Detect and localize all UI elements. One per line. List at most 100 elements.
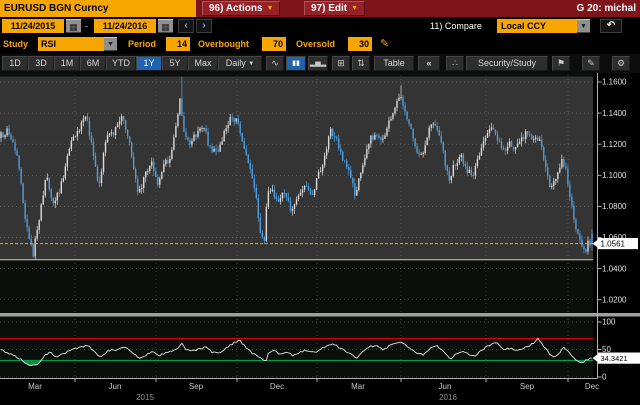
range-tab-1y[interactable]: 1Y xyxy=(136,56,162,71)
candle-body xyxy=(165,159,167,165)
candle-body xyxy=(496,134,499,141)
overbought-input[interactable]: 70 xyxy=(262,37,286,51)
candle-body xyxy=(10,134,12,140)
candle-body xyxy=(307,186,310,190)
events-icon[interactable]: ∴ xyxy=(446,56,464,71)
edit-study-icon[interactable]: ✎ xyxy=(380,38,390,50)
candle-body xyxy=(498,140,501,142)
candle-body xyxy=(173,137,175,150)
candle-body xyxy=(62,178,65,182)
scroll-right-button[interactable]: › xyxy=(196,19,212,33)
study-select[interactable]: RSI xyxy=(38,37,104,51)
oversold-fill xyxy=(22,360,41,366)
candle-body xyxy=(273,189,276,197)
security-study-button[interactable]: Security/Study xyxy=(466,56,548,71)
candle-body xyxy=(350,170,352,178)
range-tab-1m[interactable]: 1M xyxy=(54,56,80,71)
undo-icon[interactable]: ↶ xyxy=(600,19,622,33)
range-tab-3d[interactable]: 3D xyxy=(28,56,54,71)
candle-body xyxy=(458,157,461,163)
month-label: Mar xyxy=(351,382,365,391)
candle-body xyxy=(561,158,563,168)
compare-label[interactable]: 11) Compare xyxy=(430,21,482,31)
candle-body xyxy=(169,158,171,163)
collapse-button[interactable]: « xyxy=(418,56,440,71)
frequency-select[interactable]: Daily ▼ xyxy=(218,56,262,71)
candle-body xyxy=(195,134,197,137)
candle-body xyxy=(225,128,227,132)
chevron-down-icon[interactable]: ▼ xyxy=(577,19,590,33)
candle-body xyxy=(257,197,260,219)
candle-body xyxy=(486,133,489,138)
candle-body xyxy=(92,142,95,157)
actions-button[interactable]: 96) Actions ▼ xyxy=(202,1,281,16)
candle-body xyxy=(530,134,533,140)
candle-body xyxy=(96,166,99,181)
scroll-left-button[interactable]: ‹ xyxy=(178,19,194,33)
candle-body xyxy=(440,135,442,143)
flag-icon[interactable]: ⚑ xyxy=(552,56,570,71)
edit-button[interactable]: 97) Edit ▼ xyxy=(304,1,366,16)
line-chart-icon[interactable]: ∿ xyxy=(266,56,284,71)
candle-body xyxy=(510,141,513,147)
range-tab-1d[interactable]: 1D xyxy=(2,56,28,71)
candle-body xyxy=(227,125,229,129)
candle-body xyxy=(575,219,577,230)
candle-body xyxy=(32,244,34,257)
candle-body xyxy=(512,146,515,150)
candle-body xyxy=(141,188,143,189)
chevron-down-icon[interactable]: ▼ xyxy=(104,37,117,51)
annotate-icon[interactable]: ✎ xyxy=(582,56,600,71)
candle-body xyxy=(452,165,454,176)
candle-body xyxy=(189,140,191,145)
candle-body xyxy=(325,149,328,156)
security-field[interactable]: EURUSD BGN Curncy xyxy=(0,0,196,17)
settings-gear-icon[interactable]: ⚙ xyxy=(612,56,630,71)
range-tab-max[interactable]: Max xyxy=(188,56,218,71)
candle-body xyxy=(207,131,209,146)
calendar-icon[interactable]: ▦ xyxy=(66,19,81,33)
multi-chart-icon[interactable]: ⊞ xyxy=(332,56,350,71)
end-date-input[interactable]: 11/24/2016 xyxy=(94,19,156,33)
candle-body xyxy=(12,139,14,143)
sort-arrows-icon[interactable]: ⇅ xyxy=(352,56,370,71)
candle-body xyxy=(388,120,390,129)
period-input[interactable]: 14 xyxy=(166,37,190,51)
candle-body xyxy=(547,167,549,176)
candle-body xyxy=(130,142,133,157)
candle-body xyxy=(179,98,181,115)
candle-body xyxy=(311,194,314,196)
table-button[interactable]: Table xyxy=(374,56,414,71)
start-date-input[interactable]: 11/24/2015 xyxy=(2,19,64,33)
candle-body xyxy=(14,142,16,151)
candle-body xyxy=(72,136,75,141)
range-tab-6m[interactable]: 6M xyxy=(80,56,106,71)
calendar-icon[interactable]: ▦ xyxy=(158,19,173,33)
candle-body xyxy=(136,178,139,192)
value-box xyxy=(598,237,638,250)
candle-body xyxy=(508,141,511,147)
candle-body xyxy=(514,147,517,150)
price-tick-label: 1.0400 xyxy=(602,264,627,273)
candle-body xyxy=(480,147,483,156)
candle-body xyxy=(585,249,587,252)
candle-body xyxy=(149,165,151,171)
compare-select[interactable]: Local CCY xyxy=(497,19,577,33)
candle-body xyxy=(36,229,38,239)
range-tab-5y[interactable]: 5Y xyxy=(162,56,188,71)
year-label: 2016 xyxy=(439,393,457,402)
candle-body xyxy=(147,170,149,172)
candle-body xyxy=(366,149,368,159)
candle-chart-icon[interactable]: ▮▮ xyxy=(286,56,306,71)
range-tab-ytd[interactable]: YTD xyxy=(106,56,136,71)
candle-body xyxy=(289,200,292,211)
candle-body xyxy=(48,177,50,190)
candle-body xyxy=(281,192,284,199)
oversold-input[interactable]: 30 xyxy=(348,37,372,51)
price-tick-label: 1.0200 xyxy=(602,295,627,304)
candle-body xyxy=(201,128,203,129)
candle-body xyxy=(44,179,46,196)
bar-chart-icon[interactable]: ▂▅▂ xyxy=(308,56,328,71)
candle-body xyxy=(0,132,2,138)
